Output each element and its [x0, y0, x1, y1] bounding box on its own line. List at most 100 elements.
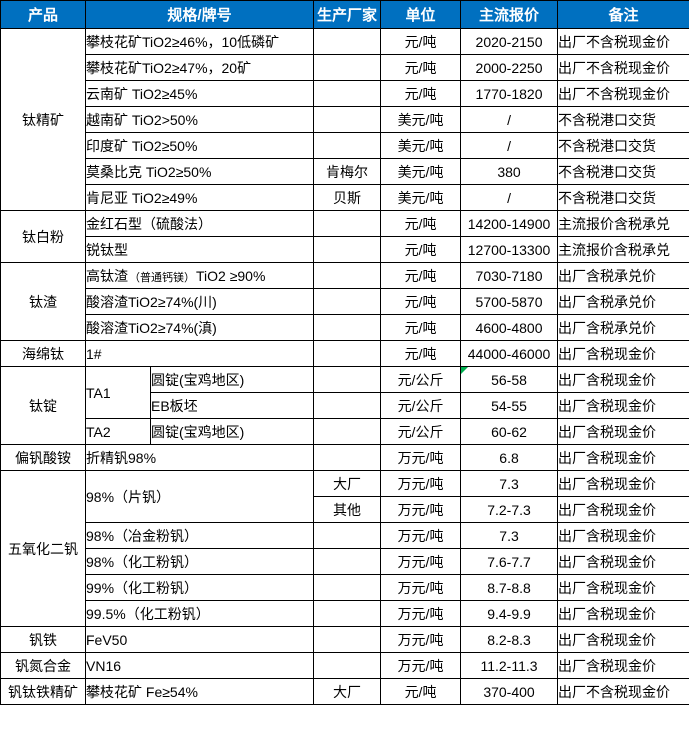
product-cell[interactable]: 钒铁 [0, 626, 86, 653]
unit-cell[interactable]: 元/吨 [380, 340, 462, 367]
unit-cell[interactable]: 元/吨 [380, 678, 462, 705]
note-cell[interactable]: 出厂含税现金价 [557, 392, 689, 419]
spec-cell[interactable]: 莫桑比克 TiO2≥50% [84, 158, 315, 185]
price-cell[interactable]: 6.8 [460, 444, 559, 471]
unit-cell[interactable]: 美元/吨 [380, 132, 462, 159]
manufacturer-cell[interactable] [313, 652, 382, 679]
manufacturer-cell[interactable] [313, 600, 382, 627]
product-cell[interactable]: 钛渣 [0, 262, 86, 341]
unit-cell[interactable]: 美元/吨 [380, 106, 462, 133]
manufacturer-cell[interactable] [313, 132, 382, 159]
manufacturer-cell[interactable] [313, 210, 382, 237]
note-cell[interactable]: 出厂含税现金价 [557, 340, 689, 367]
product-cell[interactable]: 钒氮合金 [0, 652, 86, 679]
manufacturer-cell[interactable]: 大厂 [313, 470, 382, 497]
manufacturer-cell[interactable] [313, 236, 382, 263]
note-cell[interactable]: 出厂含税现金价 [557, 626, 689, 653]
price-cell[interactable]: 1770-1820 [460, 80, 559, 107]
unit-cell[interactable]: 元/公斤 [380, 366, 462, 393]
product-cell[interactable]: 钒钛铁精矿 [0, 678, 86, 705]
spec-cell[interactable]: EB板坯 [149, 392, 315, 419]
note-cell[interactable]: 出厂含税现金价 [557, 574, 689, 601]
manufacturer-cell[interactable] [313, 288, 382, 315]
note-cell[interactable]: 出厂含税现金价 [557, 652, 689, 679]
unit-cell[interactable]: 美元/吨 [380, 158, 462, 185]
note-cell[interactable]: 出厂含税承兑价 [557, 262, 689, 289]
spec-cell[interactable]: 99%（化工粉钒） [84, 574, 315, 601]
unit-cell[interactable]: 万元/吨 [380, 548, 462, 575]
unit-cell[interactable]: 万元/吨 [380, 444, 462, 471]
header-unit[interactable]: 单位 [380, 0, 462, 29]
price-cell[interactable]: 7.2-7.3 [460, 496, 559, 523]
manufacturer-cell[interactable]: 肯梅尔 [313, 158, 382, 185]
manufacturer-cell[interactable] [313, 574, 382, 601]
note-cell[interactable]: 出厂含税现金价 [557, 600, 689, 627]
manufacturer-cell[interactable]: 其他 [313, 496, 382, 523]
price-cell[interactable]: 8.7-8.8 [460, 574, 559, 601]
price-cell[interactable]: 54-55 [460, 392, 559, 419]
note-cell[interactable]: 出厂不含税现金价 [557, 678, 689, 705]
price-cell[interactable]: 11.2-11.3 [460, 652, 559, 679]
price-cell[interactable]: 60-62 [460, 418, 559, 445]
manufacturer-cell[interactable] [313, 28, 382, 55]
note-cell[interactable]: 出厂含税承兑价 [557, 314, 689, 341]
grade-cell[interactable]: TA2 [85, 418, 151, 445]
price-cell[interactable]: / [460, 184, 559, 211]
spec-cell[interactable]: FeV50 [84, 626, 315, 653]
manufacturer-cell[interactable] [313, 548, 382, 575]
price-cell[interactable]: / [460, 132, 559, 159]
product-cell[interactable]: 钛精矿 [0, 28, 86, 211]
product-cell[interactable]: 偏钒酸铵 [0, 444, 86, 471]
price-cell[interactable]: 380 [460, 158, 559, 185]
spec-cell[interactable]: 折精钒98% [84, 444, 315, 471]
note-cell[interactable]: 出厂含税现金价 [557, 470, 689, 497]
spec-cell[interactable]: 98%（化工粉钒） [84, 548, 315, 575]
manufacturer-cell[interactable] [313, 80, 382, 107]
price-cell[interactable]: 44000-46000 [460, 340, 559, 367]
note-cell[interactable]: 出厂含税现金价 [557, 548, 689, 575]
grade-cell[interactable]: TA1 [85, 366, 151, 419]
price-cell[interactable]: 5700-5870 [460, 288, 559, 315]
unit-cell[interactable]: 元/吨 [380, 28, 462, 55]
note-cell[interactable]: 出厂含税现金价 [557, 418, 689, 445]
spec-cell[interactable]: 攀枝花矿 Fe≥54% [84, 678, 315, 705]
spec-cell[interactable]: 锐钛型 [84, 236, 315, 263]
note-cell[interactable]: 不含税港口交货 [557, 158, 689, 185]
manufacturer-cell[interactable] [313, 444, 382, 471]
price-cell[interactable]: 8.2-8.3 [460, 626, 559, 653]
header-product[interactable]: 产品 [0, 0, 86, 29]
product-cell[interactable]: 海绵钛 [0, 340, 86, 367]
note-cell[interactable]: 出厂不含税现金价 [557, 54, 689, 81]
price-cell[interactable]: / [460, 106, 559, 133]
price-cell[interactable]: 370-400 [460, 678, 559, 705]
note-cell[interactable]: 不含税港口交货 [557, 132, 689, 159]
unit-cell[interactable]: 元/吨 [380, 80, 462, 107]
manufacturer-cell[interactable] [313, 54, 382, 81]
unit-cell[interactable]: 万元/吨 [380, 652, 462, 679]
unit-cell[interactable]: 元/吨 [380, 314, 462, 341]
note-cell[interactable]: 出厂含税现金价 [557, 366, 689, 393]
note-cell[interactable]: 出厂含税现金价 [557, 496, 689, 523]
spec-cell[interactable]: VN16 [84, 652, 315, 679]
price-cell[interactable]: 2000-2250 [460, 54, 559, 81]
manufacturer-cell[interactable]: 贝斯 [313, 184, 382, 211]
manufacturer-cell[interactable] [313, 418, 382, 445]
spec-cell[interactable]: 圆锭(宝鸡地区) [149, 418, 315, 445]
unit-cell[interactable]: 万元/吨 [380, 496, 462, 523]
price-cell[interactable]: 4600-4800 [460, 314, 559, 341]
note-cell[interactable]: 出厂不含税现金价 [557, 80, 689, 107]
header-manufacturer[interactable]: 生产厂家 [313, 0, 382, 29]
spec-cell[interactable]: 圆锭(宝鸡地区) [149, 366, 315, 393]
header-spec[interactable]: 规格/牌号 [84, 0, 315, 29]
unit-cell[interactable]: 元/吨 [380, 236, 462, 263]
unit-cell[interactable]: 元/吨 [380, 210, 462, 237]
unit-cell[interactable]: 元/公斤 [380, 392, 462, 419]
unit-cell[interactable]: 万元/吨 [380, 626, 462, 653]
spec-cell[interactable]: 酸溶渣TiO2≥74%(滇) [84, 314, 315, 341]
unit-cell[interactable]: 元/公斤 [380, 418, 462, 445]
note-cell[interactable]: 出厂含税承兑价 [557, 288, 689, 315]
product-cell[interactable]: 钛白粉 [0, 210, 86, 263]
spec-cell[interactable]: 云南矿 TiO2≥45% [84, 80, 315, 107]
spec-cell[interactable]: 攀枝花矿TiO2≥46%，10低磷矿 [84, 28, 315, 55]
manufacturer-cell[interactable] [313, 366, 382, 393]
